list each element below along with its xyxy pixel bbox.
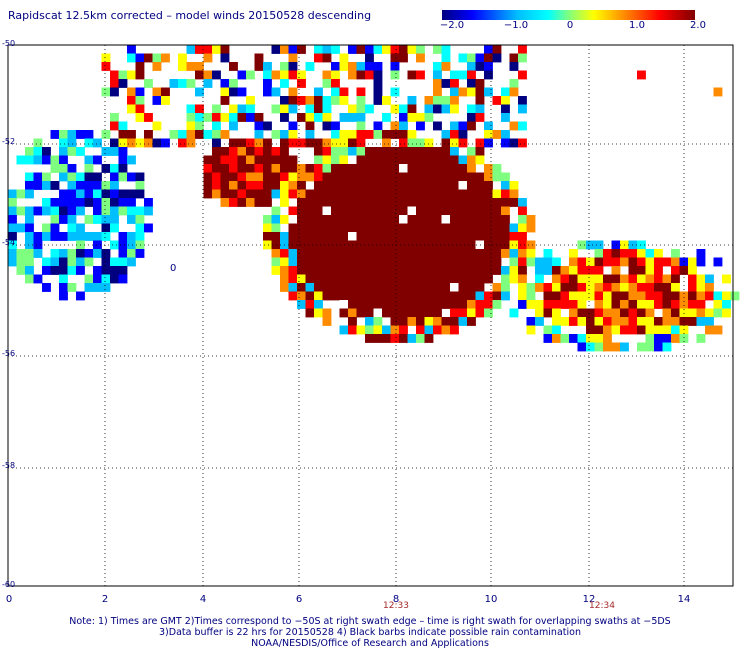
contour-label: 0 xyxy=(170,263,177,274)
y-tick-label: -58 xyxy=(2,461,16,470)
colorbar-tick-label: 1.0 xyxy=(629,20,645,31)
x-tick-label: 10 xyxy=(484,594,498,605)
y-tick-label: -60 xyxy=(2,580,16,589)
x-tick-label: 8 xyxy=(392,594,400,605)
time-label: 12:34 xyxy=(589,601,615,611)
x-tick-label: 14 xyxy=(677,594,691,605)
note-line-3: NOAA/NESDIS/Office of Research and Appli… xyxy=(251,638,489,649)
colorbar-tick-label: −2.0 xyxy=(439,20,465,31)
x-tick-label: 12 xyxy=(582,594,596,605)
map-title: Rapidscat 12.5km corrected – model winds… xyxy=(8,9,372,22)
colorbar xyxy=(442,10,695,20)
time-label: 12:33 xyxy=(383,601,409,611)
plot-frame xyxy=(7,44,734,587)
colorbar-tick-label: −1.0 xyxy=(503,20,529,31)
y-tick-label: -50 xyxy=(2,39,16,48)
y-tick-label: -52 xyxy=(2,137,16,146)
y-tick-label: -56 xyxy=(2,349,16,358)
colorbar-tick-label: 2.0 xyxy=(690,20,706,31)
x-tick-label: 6 xyxy=(295,594,303,605)
y-tick-label: -54 xyxy=(2,238,16,247)
wind-cells xyxy=(8,45,740,352)
note-line-2: 3)Data buffer is 22 hrs for 20150528 4) … xyxy=(159,627,581,638)
note-line-1: Note: 1) Times are GMT 2)Times correspon… xyxy=(69,616,671,627)
colorbar-tick-label: 0 xyxy=(566,20,574,31)
x-tick-label: 4 xyxy=(199,594,207,605)
x-tick-label: 2 xyxy=(101,594,109,605)
x-tick-label: 0 xyxy=(5,594,13,605)
